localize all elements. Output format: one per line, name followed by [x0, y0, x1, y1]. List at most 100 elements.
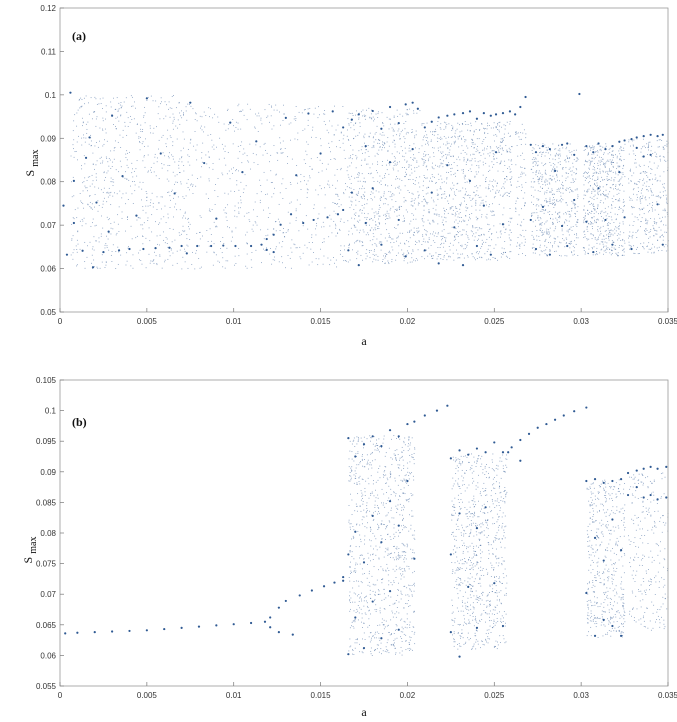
panel-b-y-tick-label: 0.095 — [36, 437, 57, 446]
panel-a-data-point — [121, 174, 124, 178]
panel-b-data-point — [397, 435, 400, 438]
panel-b-point-cloud — [348, 435, 669, 656]
panel-a-y-tick-label: 0.09 — [40, 134, 56, 143]
panel-b-x-tick-label: 0 — [58, 691, 63, 700]
panel-a-data-point — [255, 140, 258, 143]
panel-a-data-point — [548, 148, 551, 151]
panel-a-data-point — [453, 226, 456, 229]
panel-b-data-point — [642, 467, 645, 470]
panel-a-data-point — [508, 110, 512, 113]
panel-b-data-point — [585, 406, 588, 409]
panel-a-x-tick-label: 0.025 — [484, 317, 505, 326]
panel-a-data-point — [635, 146, 638, 149]
panel-a-data-point — [494, 113, 498, 116]
panel-a-data-point — [611, 243, 614, 246]
panel-a-data-point — [461, 111, 465, 115]
panel-b-data-point — [484, 451, 487, 454]
panel-b-data-point — [388, 500, 392, 503]
panel-b-y-tick-label: 0.055 — [36, 682, 57, 691]
panel-a-x-tick-label: 0.01 — [226, 317, 242, 326]
panel-a-data-point — [661, 133, 664, 136]
panel-a-data-point — [534, 151, 538, 154]
panel-b-data-point — [435, 409, 439, 412]
panel-b-data-point — [342, 579, 345, 582]
panel-a-data-point — [145, 97, 148, 100]
panel-a-data-point — [618, 140, 621, 143]
panel-a-data-point — [88, 136, 91, 139]
panel-a-data-point — [302, 221, 305, 225]
panel-a-data-point — [154, 247, 157, 250]
panel-a-data-point — [142, 247, 145, 251]
panel-a-data-point — [91, 266, 95, 269]
panel-a-data-point — [578, 92, 581, 96]
panel-b-data-point — [602, 559, 605, 562]
panel-b-data-point — [397, 524, 400, 527]
panel-b-data-point — [593, 634, 597, 637]
panel-a-data-point — [128, 247, 131, 251]
panel-a-data-point — [501, 223, 505, 226]
panel-a-data-point — [649, 133, 652, 136]
panel-b-x-tick-label: 0.03 — [573, 691, 589, 700]
panel-a-x-tick-label: 0 — [58, 317, 63, 326]
panel-a-data-point — [446, 164, 449, 167]
panel-b-data-point — [635, 486, 638, 489]
panel-b-data-point — [322, 585, 326, 588]
panel-b-data-point — [656, 467, 659, 470]
panel-b-data-point — [197, 625, 201, 628]
panel-a-y-tick-label: 0.08 — [40, 178, 56, 187]
panel-a-data-point — [482, 111, 485, 115]
panel-a-data-point — [279, 223, 282, 226]
panel-a-data-point — [107, 230, 110, 233]
panel-a-data-point — [430, 120, 433, 123]
panel-b-y-tick-label: 0.085 — [36, 498, 57, 507]
panel-a-data-point — [69, 91, 72, 94]
panel-a-data-point — [336, 213, 340, 216]
panel-b-ylabel: Smax — [21, 537, 39, 564]
panel-b-data-point — [397, 628, 400, 631]
panel-a-data-point — [249, 244, 253, 248]
panel-b-data-point — [475, 527, 479, 530]
panel-b-x-tick-label: 0.01 — [226, 691, 242, 700]
panel-b-data-point — [371, 435, 374, 438]
panel-a-data-point — [618, 171, 621, 174]
panel-a-data-point — [388, 105, 392, 109]
panel-a-data-point — [656, 135, 659, 138]
panel-b-data-point — [388, 429, 392, 432]
panel-a-chart: 0 0.005 0.01 0.015 0.02 0.025 0.03 0.035 0.05 0.0… — [23, 4, 677, 348]
panel-b-data-point — [354, 455, 357, 458]
panel-b-y-tick-label: 0.08 — [40, 529, 56, 538]
panel-a-data-point — [185, 252, 188, 255]
panel-a-data-point — [272, 250, 275, 254]
panel-a-ylabel-sub: max — [30, 150, 41, 167]
panel-b-data-point — [446, 404, 449, 407]
panel-a-data-point — [446, 114, 449, 117]
panel-a-xlabel: a — [361, 334, 367, 348]
panel-b-data-point — [467, 585, 470, 588]
panel-b-data-point — [611, 624, 614, 628]
panel-b-chart: 0 0.005 0.01 0.015 0.02 0.025 0.03 0.035 0.055 0.… — [21, 376, 677, 719]
panel-b-data-point — [76, 631, 79, 634]
panel-b-data-point — [501, 451, 505, 454]
panel-b-data-point — [232, 623, 235, 626]
panel-a-data-point — [215, 217, 218, 220]
panel-a-data-point — [524, 95, 527, 99]
panel-a-y-tick-label: 0.07 — [40, 221, 56, 230]
panel-b-data-point — [649, 493, 652, 497]
panel-a-data-point — [534, 247, 538, 251]
panel-a-data-point — [630, 247, 633, 251]
panel-b-data-point — [562, 414, 565, 417]
panel-a-label: (a) — [72, 29, 86, 43]
panel-a-x-tick-label: 0.03 — [573, 317, 589, 326]
panel-a-data-point — [437, 262, 440, 265]
panel-b-label: (b) — [72, 415, 87, 429]
panel-b-data-point — [593, 478, 597, 481]
panel-a-data-point — [234, 244, 237, 248]
panel-a-data-point — [461, 263, 465, 267]
panel-b-data-point — [510, 446, 513, 449]
panel-b-data-point — [553, 418, 557, 421]
panel-b-data-point — [291, 633, 294, 636]
panel-a-data-point — [295, 174, 298, 177]
panel-b-data-point — [619, 478, 623, 481]
panel-b-x-tick-label: 0.025 — [484, 691, 505, 700]
panel-b-data-point — [347, 437, 350, 440]
